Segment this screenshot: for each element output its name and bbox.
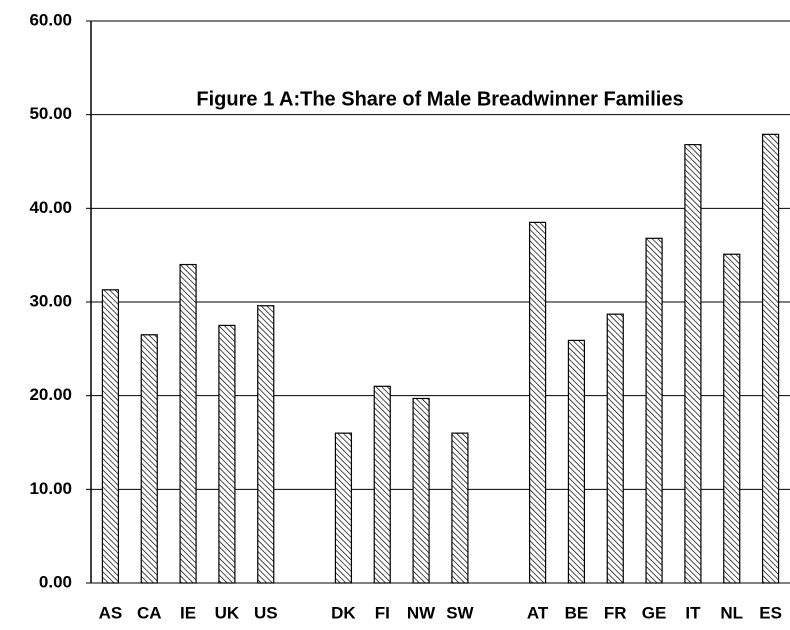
y-tick-label: 30.00 bbox=[29, 291, 72, 310]
bar bbox=[761, 133, 780, 584]
x-tick-label: AS bbox=[99, 603, 123, 622]
bar bbox=[723, 253, 741, 584]
y-tick-label: 20.00 bbox=[29, 385, 72, 404]
x-tick-label: US bbox=[254, 603, 278, 622]
y-tick-label: 10.00 bbox=[29, 479, 72, 498]
bar bbox=[451, 432, 469, 584]
x-tick-label: IE bbox=[180, 603, 196, 622]
y-tick-label: 60.00 bbox=[29, 10, 72, 29]
x-tick-label: CA bbox=[137, 603, 162, 622]
x-tick-label: BE bbox=[565, 603, 589, 622]
x-tick-label: AT bbox=[527, 603, 549, 622]
bar bbox=[567, 339, 586, 584]
bar bbox=[606, 313, 624, 584]
x-tick-label: ES bbox=[759, 603, 782, 622]
bar bbox=[179, 263, 197, 584]
bar bbox=[140, 334, 158, 584]
bar bbox=[684, 144, 702, 584]
x-tick-label: IT bbox=[685, 603, 701, 622]
x-tick-label: FR bbox=[604, 603, 627, 622]
x-tick-label: GE bbox=[642, 603, 667, 622]
bar bbox=[528, 221, 547, 584]
y-tick-label: 50.00 bbox=[29, 104, 72, 123]
bar bbox=[218, 324, 236, 584]
bar bbox=[412, 397, 430, 584]
x-tick-label: NL bbox=[720, 603, 743, 622]
x-tick-label: SW bbox=[446, 603, 474, 622]
x-tick-label: FI bbox=[375, 603, 390, 622]
bar bbox=[257, 305, 275, 584]
x-tick-label: UK bbox=[215, 603, 240, 622]
bar bbox=[101, 289, 120, 584]
bar bbox=[645, 237, 663, 584]
x-tick-label: NW bbox=[407, 603, 436, 622]
bar bbox=[334, 432, 353, 584]
x-tick-label: DK bbox=[331, 603, 356, 622]
bar bbox=[373, 385, 391, 584]
y-tick-label: 40.00 bbox=[29, 198, 72, 217]
chart-title: Figure 1 A:The Share of Male Breadwinner… bbox=[196, 88, 683, 110]
y-tick-label: 0.00 bbox=[39, 572, 72, 591]
